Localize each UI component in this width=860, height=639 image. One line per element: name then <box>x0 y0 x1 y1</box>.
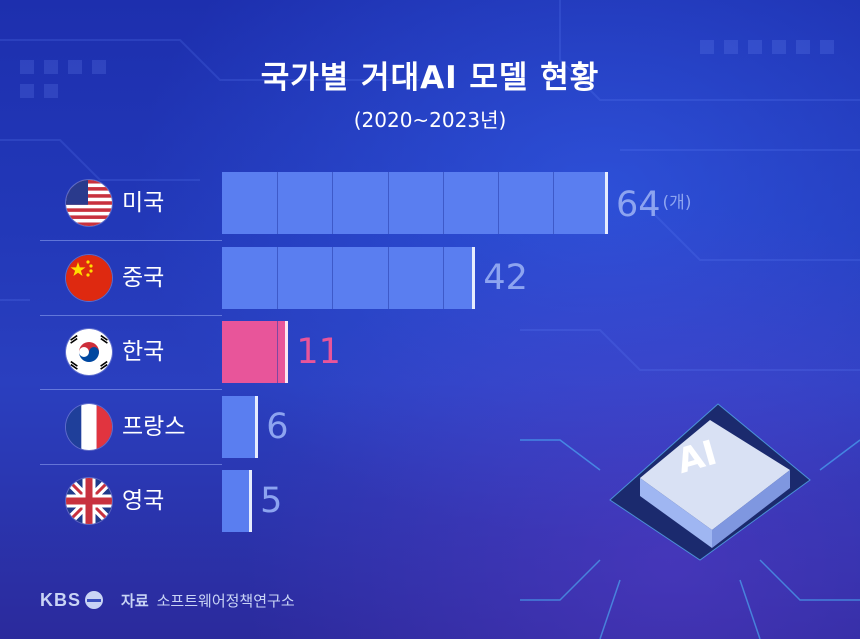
bar-segment-line <box>442 172 444 234</box>
row-separator <box>40 389 222 390</box>
bar-segment-line <box>277 321 279 383</box>
ai-chip-icon: AI <box>520 403 860 639</box>
data-label-value: 11 <box>296 332 341 372</box>
bar-segment-line <box>277 246 279 309</box>
china-flag-icon <box>66 254 112 301</box>
category-label: 한국 <box>122 339 165 365</box>
source-name: 소프트웨어정책연구소 <box>156 591 295 610</box>
korea-flag-icon <box>66 329 112 375</box>
bar-end-cap <box>472 246 476 309</box>
bar <box>222 321 289 383</box>
uk-flag-icon <box>66 478 112 524</box>
chart-title: 국가별 거대AI 모델 현황 <box>260 60 600 96</box>
category-label: 미국 <box>122 190 165 216</box>
bar-segment-line <box>387 172 389 234</box>
kbs-logo: KBS <box>40 589 82 610</box>
data-label-value: 5 <box>260 481 283 521</box>
data-label: 11 <box>296 322 341 382</box>
row-separator <box>40 314 222 316</box>
bar-segment-line <box>332 246 334 309</box>
bar-end-cap <box>255 395 259 458</box>
bar-segment-line <box>277 172 279 234</box>
data-label-value: 64 <box>616 185 661 225</box>
bar-end-cap <box>285 321 289 383</box>
row-separator <box>40 463 222 465</box>
data-label: 64 (개) <box>616 173 691 233</box>
bar-segment-line <box>332 172 334 234</box>
bar <box>222 246 476 309</box>
bar <box>222 395 259 458</box>
bar-segment-line <box>387 246 389 309</box>
france-flag-icon <box>66 403 112 450</box>
data-label: 6 <box>266 397 288 457</box>
unit-label: (개) <box>662 193 692 213</box>
data-label: 42 <box>483 248 528 308</box>
data-label-value: 42 <box>483 257 528 298</box>
bar-segment-line <box>497 172 499 234</box>
bar-end-cap <box>605 172 608 234</box>
chart-subtitle: (2020~2023년) <box>353 108 507 132</box>
us-flag-icon <box>66 180 112 226</box>
bar <box>222 172 608 234</box>
kbs-mark-icon <box>85 591 104 609</box>
row-separator <box>40 240 222 241</box>
category-label: 중국 <box>122 264 165 291</box>
category-label: 프랑스 <box>122 413 186 440</box>
category-label: 영국 <box>122 488 165 514</box>
bar <box>222 470 253 532</box>
bar-end-cap <box>249 470 253 532</box>
data-label: 5 <box>260 471 282 531</box>
bar-segment-line <box>553 172 555 234</box>
source-label: 자료 <box>121 591 149 610</box>
footer: KBS 자료 소프트웨어정책연구소 <box>40 588 295 612</box>
bar-segment-line <box>442 246 444 309</box>
data-label-value: 6 <box>266 406 289 447</box>
